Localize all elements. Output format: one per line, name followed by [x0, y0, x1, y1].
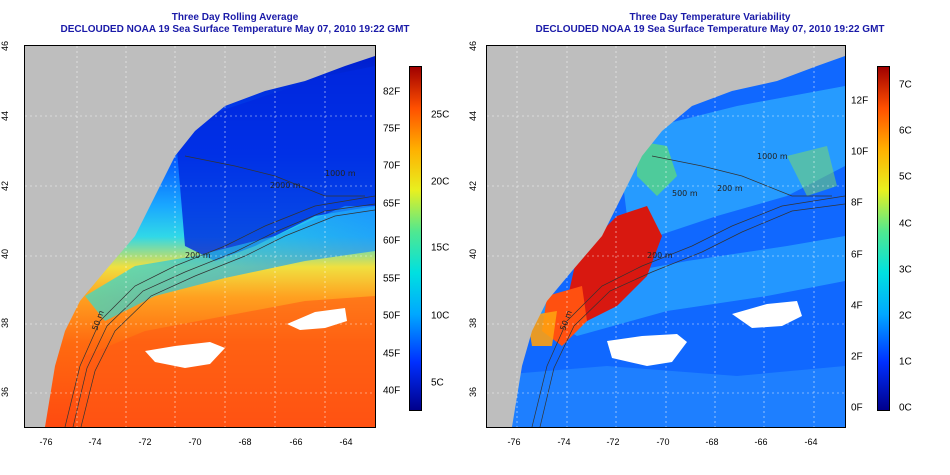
- colorbar-f-label: 6F: [851, 249, 863, 261]
- lat-tick: 40: [0, 248, 11, 260]
- lon-tick: -64: [339, 437, 353, 447]
- colorbar-c-label: 5C: [431, 377, 444, 389]
- lat-tick: 36: [468, 386, 479, 398]
- colorbar-c-label: 0C: [899, 402, 912, 414]
- colorbar-f-label: 75F: [383, 123, 401, 135]
- colorbar-c-label: 25C: [431, 109, 450, 121]
- lat-tick: 38: [0, 317, 11, 329]
- sst-variability-panel: Three Day Temperature Variability DECLOU…: [468, 0, 950, 475]
- contour-label: 2000 m: [270, 181, 301, 190]
- panel-subtitle: DECLOUDED NOAA 19 Sea Surface Temperatur…: [60, 24, 410, 35]
- panel-subtitle: DECLOUDED NOAA 19 Sea Surface Temperatur…: [535, 24, 885, 35]
- colorbar-c-label: 10C: [431, 310, 450, 322]
- lon-tick: -64: [804, 437, 818, 447]
- contour-label: 1000 m: [325, 169, 356, 178]
- colorbar-f-label: 45F: [383, 348, 401, 360]
- panel-title: Three Day Rolling Average: [171, 12, 299, 23]
- colorbar-c-label: 1C: [899, 356, 912, 368]
- lat-tick: 46: [468, 40, 479, 52]
- contour-label: 200 m: [647, 251, 673, 260]
- lat-tick: 38: [468, 317, 479, 329]
- colorbar-f-label: 2F: [851, 351, 863, 363]
- sst-variability-map[interactable]: 1000 m 200 m 200 m 500 m 50 m: [486, 45, 846, 428]
- lon-tick: -68: [705, 437, 719, 447]
- colorbar-c-label: 4C: [899, 218, 912, 230]
- variability-colorbar: [877, 66, 890, 411]
- colorbar-f-label: 60F: [383, 235, 401, 247]
- sst-average-map[interactable]: 2000 m 1000 m 200 m 50 m: [24, 45, 376, 428]
- colorbar-c-label: 15C: [431, 242, 450, 254]
- colorbar-f-label: 82F: [383, 86, 401, 98]
- colorbar-f-label: 65F: [383, 198, 401, 210]
- lon-tick: -74: [557, 437, 571, 447]
- lat-tick: 44: [468, 110, 479, 122]
- lat-tick: 42: [468, 180, 479, 192]
- colorbar-c-label: 3C: [899, 264, 912, 276]
- lon-tick: -70: [188, 437, 202, 447]
- colorbar-c-label: 5C: [899, 171, 912, 183]
- colorbar-c-label: 2C: [899, 310, 912, 322]
- colorbar-f-label: 8F: [851, 197, 863, 209]
- colorbar-f-label: 4F: [851, 300, 863, 312]
- colorbar-c-label: 7C: [899, 79, 912, 91]
- lat-tick: 44: [0, 110, 11, 122]
- contour-label: 200 m: [185, 251, 211, 260]
- lat-tick: 46: [0, 40, 11, 52]
- colorbar-f-label: 70F: [383, 160, 401, 172]
- lon-tick: -66: [289, 437, 303, 447]
- sst-colorbar: [409, 66, 422, 411]
- lat-tick: 42: [0, 180, 11, 192]
- colorbar-f-label: 0F: [851, 402, 863, 414]
- lon-tick: -66: [754, 437, 768, 447]
- lon-tick: -68: [238, 437, 252, 447]
- lon-tick: -72: [138, 437, 152, 447]
- sst-average-panel: Three Day Rolling Average DECLOUDED NOAA…: [0, 0, 470, 475]
- colorbar-f-label: 50F: [383, 310, 401, 322]
- lon-tick: -76: [507, 437, 521, 447]
- colorbar-f-label: 12F: [851, 95, 869, 107]
- colorbar-c-label: 20C: [431, 176, 450, 188]
- colorbar-f-label: 10F: [851, 146, 869, 158]
- lat-tick: 36: [0, 386, 11, 398]
- colorbar-f-label: 40F: [383, 385, 401, 397]
- contour-label: 500 m: [672, 189, 698, 198]
- lon-tick: -72: [606, 437, 620, 447]
- lat-tick: 40: [468, 248, 479, 260]
- contour-label: 1000 m: [757, 152, 788, 161]
- lon-tick: -76: [39, 437, 53, 447]
- colorbar-f-label: 55F: [383, 273, 401, 285]
- lon-tick: -74: [88, 437, 102, 447]
- lon-tick: -70: [656, 437, 670, 447]
- contour-label: 200 m: [717, 184, 743, 193]
- colorbar-c-label: 6C: [899, 125, 912, 137]
- panel-title: Three Day Temperature Variability: [629, 12, 791, 23]
